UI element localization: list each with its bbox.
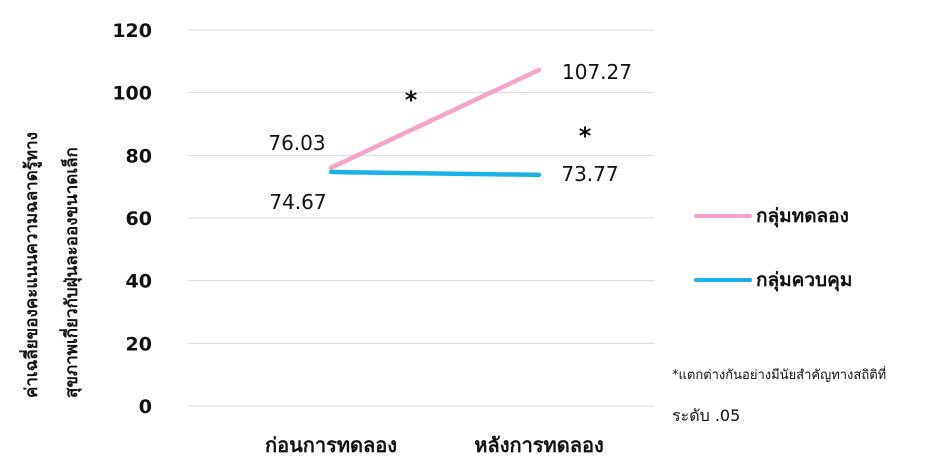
- x-tick-label: หลังการทดลอง: [474, 433, 604, 457]
- legend-label-experimental: กลุ่มทดลอง: [756, 205, 849, 227]
- footnote-line-2: ระดับ .05: [672, 406, 741, 425]
- series-line-control: [328, 169, 542, 178]
- y-tick-label: 0: [139, 396, 152, 418]
- y-tick-label: 120: [112, 20, 152, 42]
- legend-swatch-control: [694, 278, 752, 282]
- legend-label-control: กลุ่มควบคุม: [756, 269, 853, 291]
- data-label: 74.67: [269, 190, 326, 214]
- legend-swatch-experimental: [694, 214, 752, 218]
- y-tick-label: 100: [112, 83, 152, 105]
- y-axis-label-line-2: สุขภาพเกี่ยวกับฝุ่นละอองขนาดเล็ก: [62, 147, 82, 398]
- y-tick-label: 80: [126, 145, 152, 167]
- y-axis-label: ค่าเฉลี่ยของคะแนนความฉลาดรู้ทาง สุขภาพเก…: [0, 0, 120, 464]
- legend-item-control: กลุ่มควบคุม: [694, 260, 934, 300]
- data-label: 107.27: [562, 60, 632, 84]
- x-tick-label: ก่อนการทดลอง: [265, 433, 397, 457]
- series-lines: [328, 67, 542, 178]
- gridlines: [188, 29, 654, 407]
- y-tick-label: 20: [126, 333, 152, 355]
- y-tick-label: 60: [126, 208, 152, 230]
- significance-footnote: *แตกต่างกันอย่างมีนัยสำคัญทางสถิติที่ ระ…: [672, 356, 942, 436]
- significance-marker: *: [405, 86, 418, 114]
- legend-item-experimental: กลุ่มทดลอง: [694, 196, 934, 236]
- footnote-line-1: *แตกต่างกันอย่างมีนัยสำคัญทางสถิติที่: [672, 368, 887, 383]
- significance-marker: *: [579, 122, 592, 150]
- y-axis-label-line-1: ค่าเฉลี่ยของคะแนนความฉลาดรู้ทาง: [22, 132, 42, 398]
- x-axis-ticks: ก่อนการทดลอง หลังการทดลอง: [265, 433, 604, 457]
- legend: กลุ่มทดลอง กลุ่มควบคุม: [694, 196, 934, 324]
- y-tick-label: 40: [126, 271, 152, 293]
- data-label: 73.77: [561, 162, 618, 186]
- series-line-experimental: [328, 67, 542, 171]
- data-labels: 76.03 107.27 74.67 73.77 * *: [268, 60, 632, 214]
- data-label: 76.03: [268, 131, 325, 155]
- y-axis-ticks: 0 20 40 60 80 100 120: [112, 20, 152, 418]
